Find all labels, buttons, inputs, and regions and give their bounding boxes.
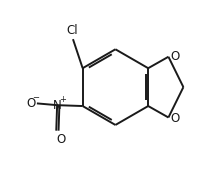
Text: O: O [56,133,65,146]
Text: +: + [59,95,66,104]
Text: N: N [53,99,61,112]
Text: O: O [26,97,35,109]
Text: O: O [171,50,180,62]
Text: O: O [171,112,180,125]
Text: Cl: Cl [66,24,78,37]
Text: −: − [32,93,39,102]
